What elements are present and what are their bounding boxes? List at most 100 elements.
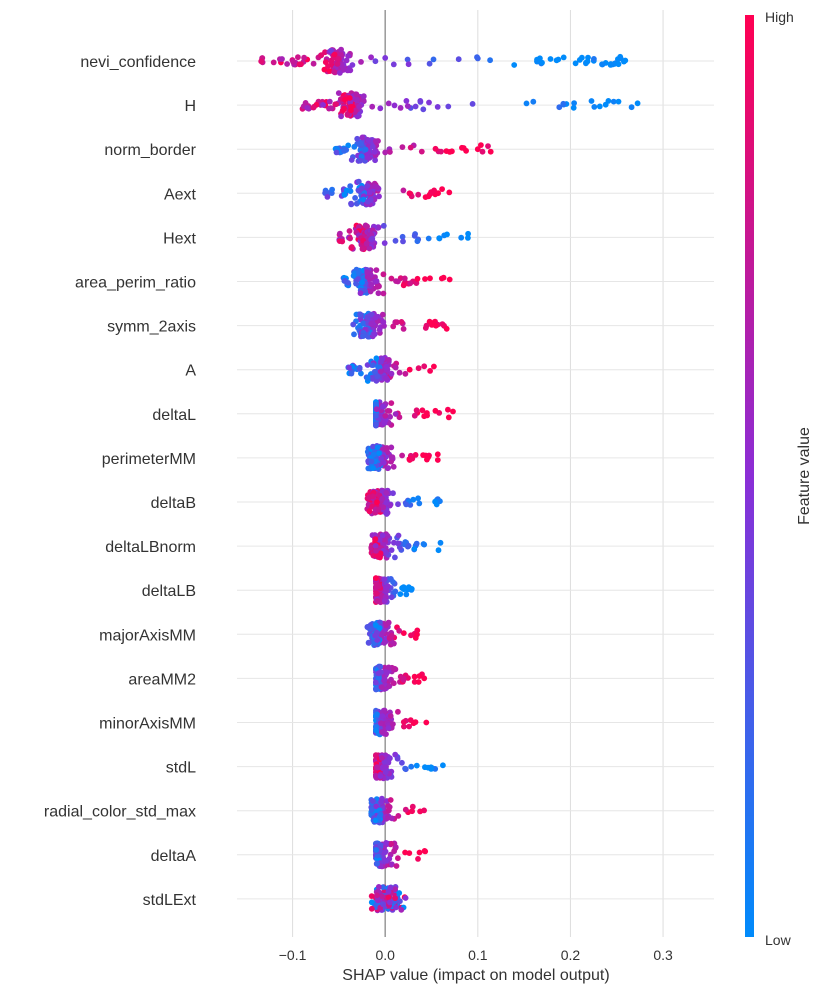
feature-row-lines	[237, 60, 714, 900]
data-point	[390, 463, 397, 470]
data-point	[413, 540, 420, 547]
data-point	[380, 222, 387, 229]
data-point	[390, 579, 396, 585]
data-point	[373, 412, 379, 419]
data-point	[415, 679, 422, 685]
data-point	[379, 495, 386, 502]
data-point	[386, 807, 392, 814]
data-point	[421, 413, 428, 420]
data-point	[420, 106, 427, 113]
data-point	[392, 411, 399, 417]
colorbar-high-label: High	[765, 9, 794, 25]
data-point	[385, 725, 392, 731]
data-point	[380, 504, 387, 511]
data-point	[333, 149, 340, 156]
data-point	[369, 806, 375, 813]
data-point	[401, 275, 408, 282]
data-point	[417, 808, 423, 815]
data-point	[346, 228, 353, 234]
data-point	[386, 683, 393, 689]
data-point	[368, 899, 375, 906]
data-point	[571, 100, 577, 106]
data-point	[371, 148, 378, 155]
data-point	[391, 102, 398, 109]
data-point	[374, 860, 380, 867]
data-point	[570, 104, 577, 111]
data-point	[357, 157, 364, 164]
data-point	[403, 501, 410, 508]
data-point	[388, 400, 395, 406]
data-point	[404, 56, 411, 63]
data-point	[445, 406, 451, 413]
x-tick-label: 0.1	[468, 947, 488, 963]
data-point	[383, 445, 390, 452]
data-point	[369, 374, 376, 381]
data-point	[415, 856, 421, 862]
data-point	[380, 459, 387, 466]
data-point	[455, 56, 462, 63]
data-point	[377, 663, 384, 670]
data-point	[383, 375, 390, 382]
colorbar-title: Feature value	[796, 427, 813, 525]
data-point	[537, 55, 543, 62]
data-point	[365, 640, 372, 646]
data-point	[458, 234, 465, 241]
data-point	[391, 848, 397, 855]
data-point	[258, 58, 265, 65]
data-point	[579, 54, 585, 61]
data-point	[356, 270, 362, 276]
data-point	[387, 755, 393, 762]
data-point	[406, 723, 412, 730]
data-point	[372, 536, 379, 543]
data-point	[511, 62, 518, 68]
data-point	[446, 189, 453, 196]
data-point	[385, 100, 392, 107]
data-point	[383, 363, 390, 370]
data-point	[354, 135, 361, 142]
data-point	[379, 532, 386, 539]
data-point	[380, 319, 387, 325]
data-point	[615, 98, 622, 105]
data-point	[373, 547, 379, 554]
feature-label: symm_2axis	[107, 319, 196, 336]
data-point	[377, 811, 384, 818]
data-point	[351, 331, 357, 338]
data-point	[388, 370, 395, 377]
data-point	[400, 187, 407, 194]
data-point	[426, 318, 433, 325]
data-point	[417, 98, 424, 104]
data-point	[318, 52, 325, 59]
data-point	[392, 588, 399, 595]
data-point	[432, 498, 438, 505]
data-point	[378, 799, 384, 806]
data-point	[388, 275, 395, 282]
data-point	[328, 47, 334, 54]
data-point	[326, 98, 333, 105]
data-point	[360, 196, 367, 203]
data-point	[310, 60, 317, 67]
data-point	[397, 591, 404, 597]
data-point	[374, 184, 381, 191]
data-point	[383, 499, 390, 506]
data-point	[393, 863, 400, 869]
data-point	[402, 370, 409, 377]
data-point	[402, 895, 409, 901]
data-point	[372, 543, 379, 549]
data-point	[374, 373, 381, 380]
data-point	[373, 267, 380, 273]
data-point	[381, 576, 388, 583]
data-point	[392, 237, 399, 244]
data-point	[391, 665, 398, 672]
data-point	[375, 674, 382, 681]
data-point	[378, 720, 384, 726]
feature-label: perimeterMM	[102, 451, 196, 468]
data-point	[394, 319, 400, 326]
data-point	[395, 813, 402, 819]
data-point	[449, 148, 455, 155]
data-point	[418, 148, 425, 155]
data-point	[370, 451, 377, 458]
data-point	[378, 455, 385, 462]
data-point	[408, 632, 414, 639]
feature-label: minorAxisMM	[99, 716, 196, 733]
data-point	[379, 729, 385, 735]
